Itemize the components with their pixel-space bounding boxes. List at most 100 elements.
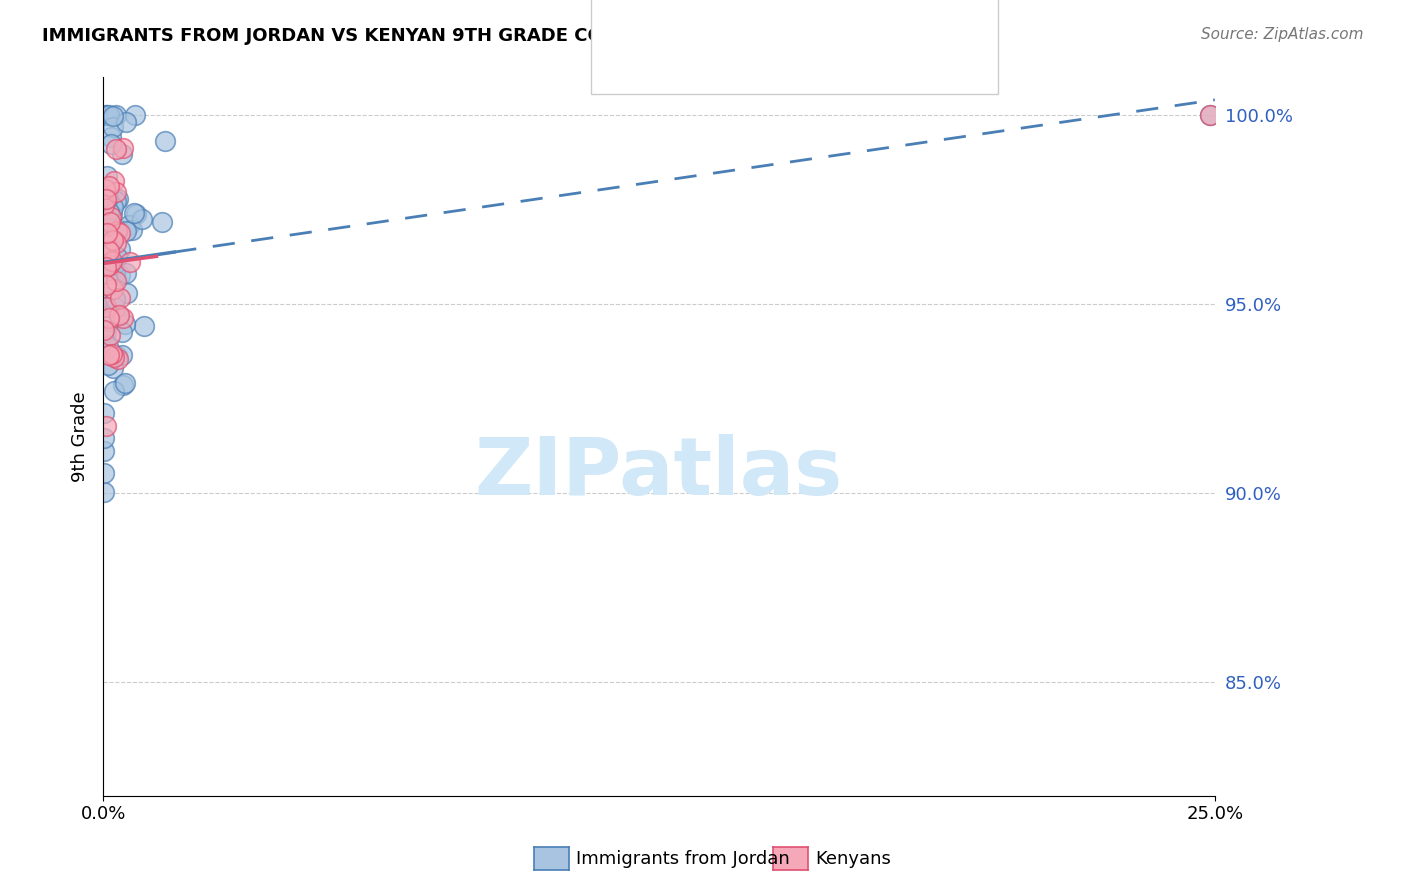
- Point: [94, 300, 117, 314]
- Point: [94, 247, 117, 261]
- Point: [98, 239, 121, 253]
- Point: [101, 282, 124, 296]
- Point: [100, 130, 122, 145]
- Y-axis label: 9th Grade: 9th Grade: [72, 392, 89, 482]
- Point: [108, 309, 131, 323]
- Point: [101, 254, 124, 268]
- Text: IMMIGRANTS FROM JORDAN VS KENYAN 9TH GRADE CORRELATION CHART: IMMIGRANTS FROM JORDAN VS KENYAN 9TH GRA…: [42, 27, 790, 45]
- Text: Kenyans: Kenyans: [815, 850, 891, 868]
- Point: [112, 141, 135, 155]
- Point: [103, 233, 125, 247]
- Point: [94, 258, 117, 272]
- Point: [105, 349, 128, 363]
- Point: [104, 194, 127, 209]
- Point: [93, 218, 115, 232]
- Point: [98, 258, 121, 272]
- Point: [98, 348, 121, 362]
- Point: [98, 328, 121, 343]
- Point: [1199, 108, 1222, 122]
- Point: [97, 220, 120, 235]
- Point: [114, 376, 136, 390]
- Point: [96, 246, 118, 260]
- Point: [93, 189, 115, 203]
- Point: [98, 178, 121, 193]
- Point: [100, 136, 122, 151]
- Point: [94, 260, 117, 274]
- Point: [105, 221, 128, 235]
- Point: [97, 232, 120, 246]
- Point: [93, 186, 115, 200]
- Point: [97, 190, 120, 204]
- Point: [124, 108, 146, 122]
- Point: [107, 351, 129, 366]
- Point: [103, 109, 125, 123]
- Point: [93, 443, 115, 458]
- Text: ZIPatlas: ZIPatlas: [475, 434, 844, 511]
- Point: [94, 242, 117, 256]
- Text: Immigrants from Jordan: Immigrants from Jordan: [576, 850, 790, 868]
- Point: [94, 108, 117, 122]
- Point: [104, 108, 127, 122]
- Point: [104, 266, 127, 280]
- Point: [104, 301, 127, 315]
- Point: [97, 267, 120, 281]
- Point: [94, 289, 117, 303]
- Point: [118, 218, 141, 232]
- Point: [100, 211, 122, 225]
- Point: [93, 466, 115, 480]
- Point: [111, 311, 134, 326]
- Point: [121, 223, 143, 237]
- Point: [110, 291, 132, 305]
- Point: [101, 347, 124, 361]
- Point: [94, 237, 117, 252]
- Point: [97, 311, 120, 326]
- Point: [108, 226, 131, 240]
- Point: [104, 185, 127, 199]
- Point: [105, 236, 128, 251]
- Point: [103, 174, 125, 188]
- Point: [98, 314, 121, 328]
- Point: [150, 215, 173, 229]
- Point: [94, 182, 117, 196]
- Point: [96, 219, 118, 233]
- Point: [101, 200, 124, 214]
- Point: [132, 319, 155, 334]
- Point: [93, 484, 115, 499]
- Point: [100, 257, 122, 271]
- Point: [96, 169, 118, 183]
- Point: [103, 351, 125, 365]
- Point: [111, 377, 134, 392]
- Point: [115, 285, 138, 300]
- Point: [122, 205, 145, 219]
- Point: [105, 224, 128, 238]
- Point: [110, 147, 132, 161]
- Point: [100, 215, 122, 229]
- Point: [118, 255, 141, 269]
- Point: [94, 108, 117, 122]
- Point: [115, 266, 138, 280]
- Point: [155, 134, 177, 148]
- Point: [111, 325, 134, 339]
- Point: [105, 250, 128, 264]
- Point: [94, 325, 117, 339]
- Point: [93, 337, 115, 351]
- Point: [97, 339, 120, 353]
- Point: [93, 323, 115, 337]
- Point: [111, 349, 134, 363]
- Point: [98, 234, 121, 248]
- Point: [103, 384, 125, 398]
- Text: R = 0.469   N = 41: R = 0.469 N = 41: [668, 46, 882, 66]
- Point: [114, 317, 136, 331]
- Point: [115, 224, 138, 238]
- Point: [1199, 108, 1222, 122]
- Point: [93, 301, 115, 315]
- Point: [101, 120, 124, 135]
- Point: [97, 205, 120, 219]
- Point: [107, 309, 129, 323]
- Point: [107, 192, 129, 206]
- Point: [97, 255, 120, 269]
- Point: [131, 212, 153, 227]
- Point: [93, 407, 115, 421]
- Point: [97, 244, 120, 258]
- Point: [96, 226, 118, 240]
